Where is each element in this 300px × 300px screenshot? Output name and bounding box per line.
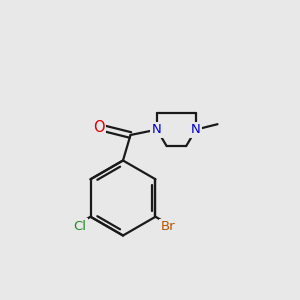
Text: N: N [152, 123, 162, 136]
Text: Cl: Cl [73, 220, 86, 233]
Text: Br: Br [160, 220, 175, 233]
Text: N: N [191, 123, 201, 136]
Text: O: O [93, 120, 104, 135]
